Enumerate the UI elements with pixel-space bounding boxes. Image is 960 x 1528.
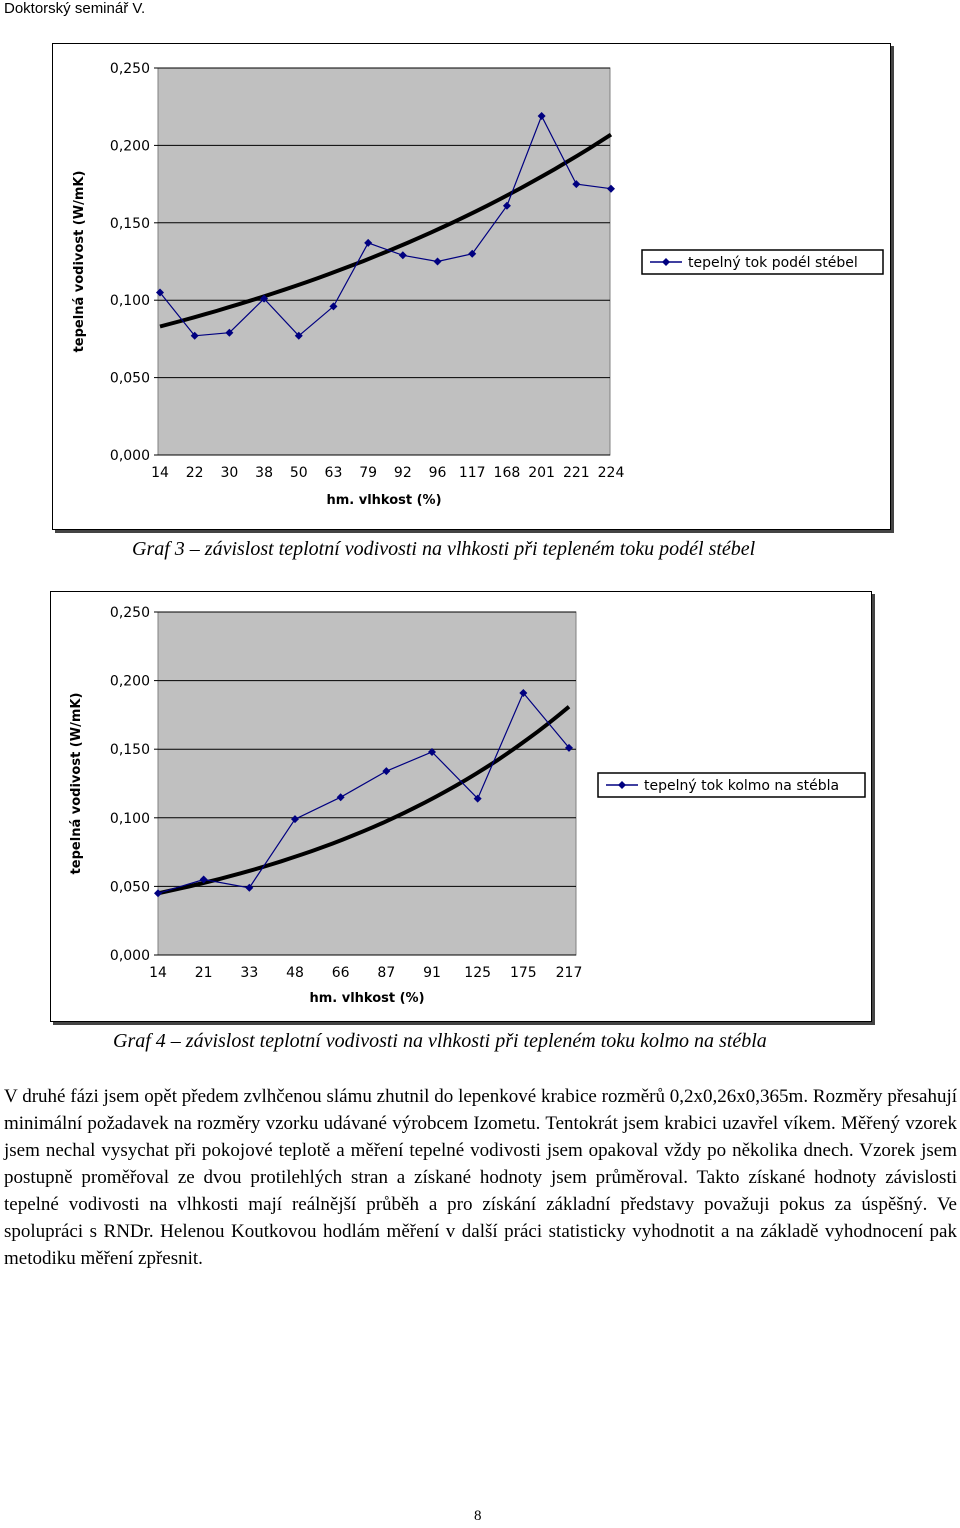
y-tick-label: 0,100 (110, 811, 150, 827)
x-tick-label: 221 (563, 465, 590, 481)
y-tick-label: 0,000 (110, 948, 150, 964)
y-tick-label: 0,050 (110, 371, 150, 387)
body-paragraph: V druhé fázi jsem opět předem zvlhčenou … (4, 1086, 957, 1269)
x-tick-label: 125 (464, 965, 491, 981)
data-point (572, 180, 581, 189)
y-tick-label: 0,200 (110, 674, 150, 690)
y-tick-label: 0,150 (110, 742, 150, 758)
x-tick-label: 22 (186, 465, 204, 481)
y-tick-label: 0,000 (110, 448, 150, 464)
x-axis-title: hm. vlhkost (%) (309, 991, 424, 1006)
plot-area (157, 67, 611, 456)
chart-1: 0,000 0,050 0,100 0,150 0,200 0,250 14 22 30 38 50… (72, 61, 884, 508)
x-tick-label: 168 (494, 465, 521, 481)
trend-line (157, 705, 571, 896)
data-point (565, 743, 573, 752)
data-point (260, 294, 269, 303)
series-line (157, 691, 570, 894)
data-point (519, 688, 528, 697)
x-axis-title: hm. vlhkost (%) (326, 493, 441, 508)
data-point (433, 257, 442, 266)
legend-marker (662, 258, 670, 266)
data-point (336, 793, 345, 802)
data-point (537, 111, 546, 120)
x-tick-label: 79 (359, 465, 377, 481)
page-number: 8 (474, 1508, 482, 1524)
y-tick-label: 0,150 (110, 216, 150, 232)
y-tick-label: 0,100 (110, 293, 150, 309)
y-tick-label: 0,200 (110, 138, 150, 154)
data-point (294, 331, 303, 340)
chart-1-frame: 0,000 0,050 0,100 0,150 0,200 0,250 14 22 30 38 50… (52, 43, 891, 530)
data-point (468, 249, 477, 258)
x-tick-label: 117 (459, 465, 486, 481)
legend-label: tepelný tok kolmo na stébla (644, 778, 839, 794)
x-tick-label: 30 (220, 465, 238, 481)
x-tick-label: 48 (286, 965, 304, 981)
x-tick-label: 63 (325, 465, 343, 481)
data-point (245, 883, 254, 892)
trend-line (159, 132, 613, 329)
x-tick-label: 91 (423, 965, 441, 981)
x-tick-label: 217 (556, 965, 583, 981)
data-point (156, 288, 164, 297)
x-tick-label: 21 (195, 965, 213, 981)
data-point (154, 889, 162, 898)
data-point (473, 794, 482, 803)
x-tick-label: 92 (394, 465, 412, 481)
data-point (329, 302, 338, 311)
x-tick-label: 201 (528, 465, 555, 481)
y-axis-title: tepelná vodivost (W/mK) (72, 171, 87, 353)
data-point (502, 201, 511, 210)
figure-1-caption: Graf 3 – závislost teplotní vodivosti na… (132, 538, 756, 560)
y-tick-label: 0,250 (110, 605, 150, 621)
y-tick-label: 0,250 (110, 61, 150, 77)
x-tick-label: 50 (290, 465, 308, 481)
data-point (398, 251, 407, 260)
x-tick-label: 14 (149, 965, 167, 981)
data-point (428, 747, 436, 756)
x-tick-label: 87 (377, 965, 395, 981)
data-point (190, 331, 199, 340)
data-point (225, 328, 234, 337)
y-tick-label: 0,050 (110, 879, 150, 895)
data-point (291, 815, 299, 824)
x-tick-label: 96 (429, 465, 447, 481)
x-tick-label: 33 (240, 965, 258, 981)
legend-box (597, 772, 866, 798)
x-tick-label: 66 (332, 965, 350, 981)
x-tick-label: 38 (255, 465, 273, 481)
plot-area (157, 611, 577, 956)
running-header: Doktorský seminář V. (4, 0, 146, 17)
x-tick-label: 224 (598, 465, 625, 481)
series-line (159, 114, 612, 337)
data-point (607, 184, 615, 193)
data-point (199, 875, 208, 884)
legend-marker (618, 781, 626, 789)
data-point (382, 767, 391, 776)
x-tick-label: 175 (510, 965, 537, 981)
y-axis-title: tepelná vodivost (W/mK) (69, 693, 84, 875)
x-tick-label: 14 (151, 465, 169, 481)
chart-2: 0,000 0,050 0,100 0,150 0,200 0,250 14 21 33 48 66… (69, 605, 866, 1006)
legend-label: tepelný tok podél stébel (688, 255, 858, 271)
chart-2-frame: 0,000 0,050 0,100 0,150 0,200 0,250 14 21 33 48 66… (50, 591, 872, 1022)
legend-box (641, 249, 884, 275)
data-point (364, 238, 373, 247)
figure-2-caption: Graf 4 – závislost teplotní vodivosti na… (113, 1030, 767, 1052)
